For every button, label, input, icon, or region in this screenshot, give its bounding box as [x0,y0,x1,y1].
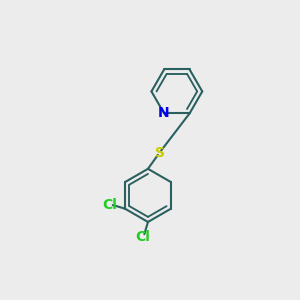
Text: N: N [158,106,169,120]
Text: Cl: Cl [102,198,117,212]
Text: Cl: Cl [136,230,151,244]
Text: S: S [154,146,164,160]
